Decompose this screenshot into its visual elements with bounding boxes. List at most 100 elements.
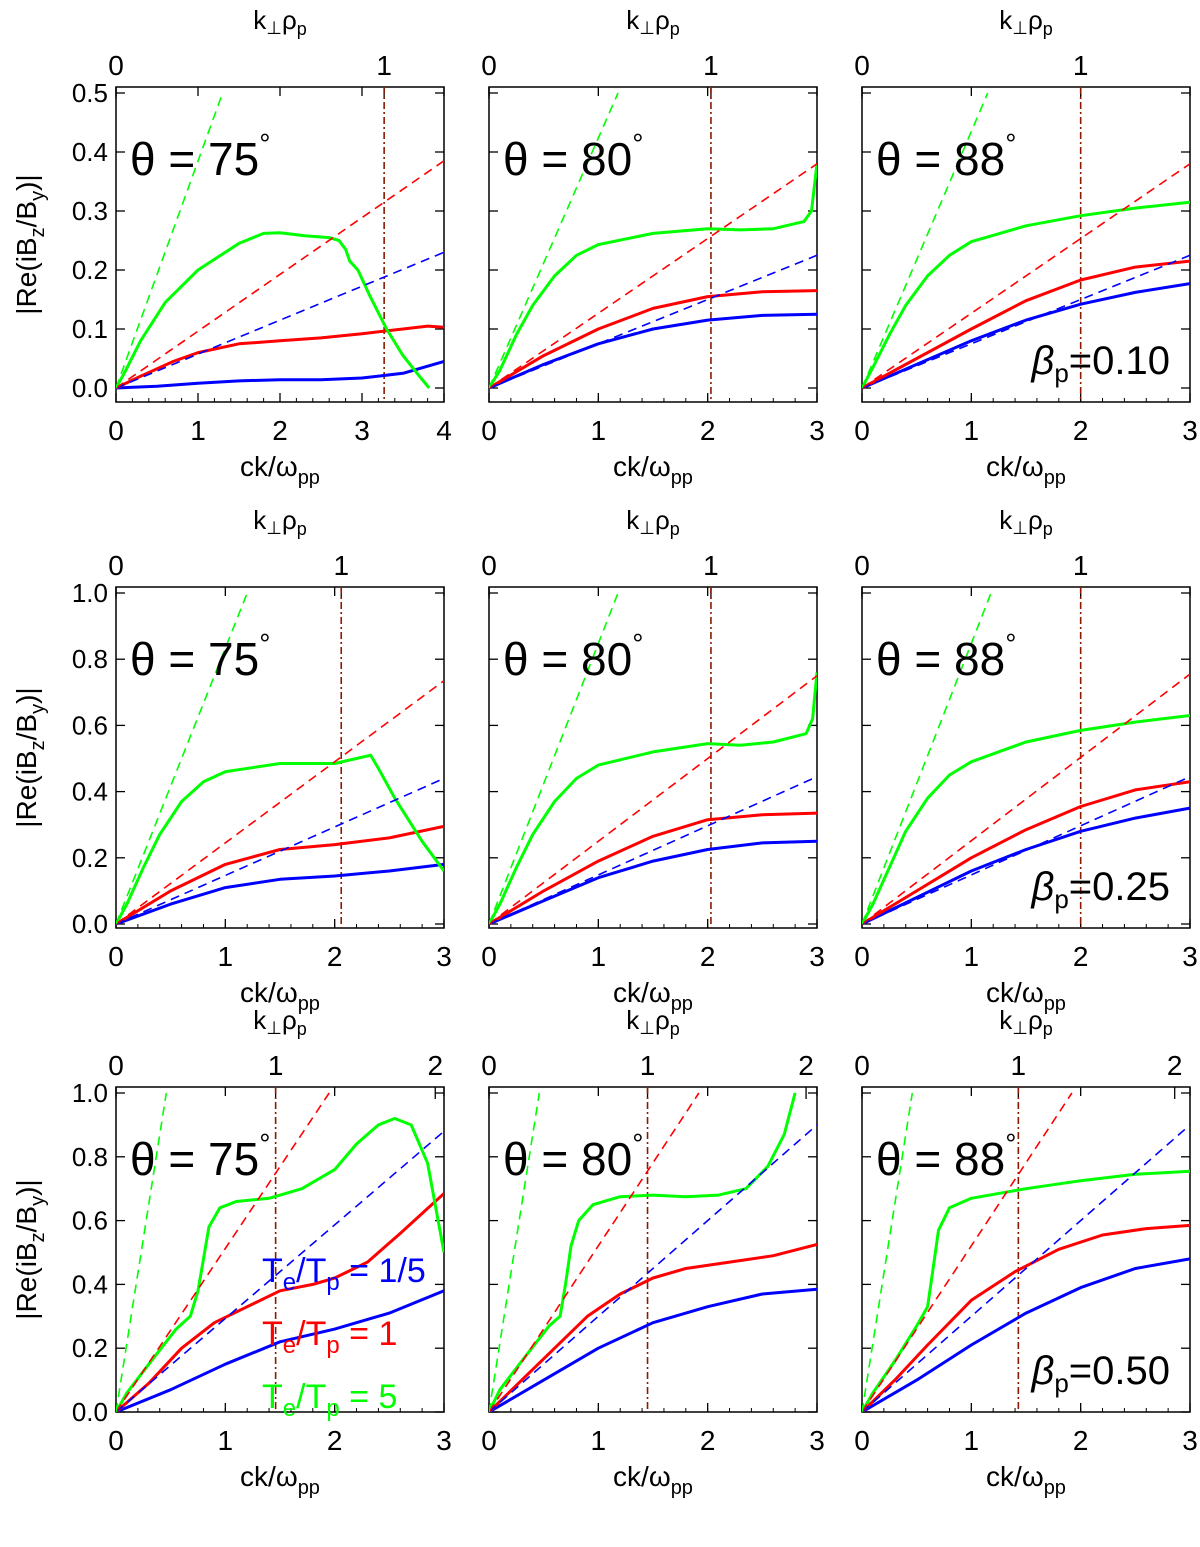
top-axis-title: k⊥ρp <box>999 5 1053 39</box>
curves <box>862 87 1190 402</box>
legend-entry: Te/Tp = 1 <box>262 1315 397 1359</box>
theta-label: θ = 88° <box>876 128 1016 185</box>
x-tick-label: 1 <box>591 415 607 446</box>
y-tick-label: 0.4 <box>72 137 108 167</box>
series-blue-solid <box>116 862 444 926</box>
panel-2-2: 0 1 2 3 0 1 2 k⊥ρp ck/ωpp θ = 88° βp=0.50 <box>854 1005 1198 1499</box>
x-tick-label: 1 <box>964 941 980 972</box>
y-axis-title: |Re(iBz/By)| <box>11 687 49 827</box>
x-tick-label: 1 <box>218 941 234 972</box>
y-tick-label: 1.0 <box>72 1078 108 1108</box>
theta-label: θ = 88° <box>876 1128 1016 1185</box>
series-blue-solid <box>862 1257 1190 1412</box>
top-tick-label: 2 <box>798 1050 814 1081</box>
legend-entry: Te/Tp = 5 <box>262 1378 397 1422</box>
top-tick-label: 0 <box>108 1050 124 1081</box>
series-green-dashed <box>116 1092 168 1412</box>
series-blue-solid <box>116 359 444 390</box>
y-axis-title: |Re(iBz/By)| <box>11 1179 49 1319</box>
series-red-solid <box>489 811 817 926</box>
y-tick-label: 0.1 <box>72 314 108 344</box>
top-axis-title: k⊥ρp <box>253 5 307 39</box>
series-green-dashed <box>116 92 224 389</box>
series-blue-solid <box>489 839 817 926</box>
panel-1-1: 0 1 2 3 0 1 k⊥ρp ck/ωpp θ = 80° <box>481 505 825 1015</box>
series-red-dashed <box>489 675 817 925</box>
series-blue-dashed <box>489 775 817 925</box>
x-tick-label: 2 <box>1073 941 1089 972</box>
series-red-dashed <box>116 680 444 925</box>
series-red-dashed <box>862 1092 1073 1412</box>
series-blue-dashed <box>862 1124 1190 1412</box>
panel-1-0: 0 1 2 30.00.20.40.60.81.00 1k⊥ρpck/ωpp|Re(iB… <box>11 505 452 1015</box>
series-blue-solid <box>116 1289 444 1412</box>
x-tick-label: 0 <box>108 941 124 972</box>
plot-frame <box>115 586 445 929</box>
curves <box>489 587 817 928</box>
x-axis-title: ck/ωpp <box>613 977 693 1015</box>
x-axis-title: ck/ωpp <box>986 1461 1066 1499</box>
panel-0-2: 0 1 2 3 0 1 k⊥ρp ck/ωpp θ = 88° βp=0.10 <box>854 5 1198 489</box>
theta-label: θ = 75° <box>130 628 270 685</box>
x-tick-label: 2 <box>700 941 716 972</box>
curves <box>116 587 444 928</box>
x-tick-label: 3 <box>436 1425 452 1456</box>
panel-1-2: 0 1 2 3 0 1 k⊥ρp ck/ωpp θ = 88° βp=0.25 <box>854 505 1198 1015</box>
top-axis-title: k⊥ρp <box>999 1005 1053 1039</box>
top-tick-label: 0 <box>108 550 124 581</box>
curves <box>116 1087 444 1412</box>
plot-frame <box>488 1086 818 1413</box>
top-tick-label: 1 <box>703 550 719 581</box>
top-tick-label: 1 <box>1073 50 1089 81</box>
curves <box>116 87 444 402</box>
x-tick-label: 3 <box>1182 1425 1198 1456</box>
top-tick-label: 0 <box>854 50 870 81</box>
beta-label: βp=0.10 <box>1030 339 1170 388</box>
x-tick-label: 4 <box>436 415 452 446</box>
x-tick-label: 2 <box>700 415 716 446</box>
y-tick-label: 0.2 <box>72 843 108 873</box>
top-axis-title: k⊥ρp <box>999 505 1053 539</box>
y-tick-label: 0.6 <box>72 1206 108 1236</box>
x-tick-label: 0 <box>854 415 870 446</box>
top-tick-label: 2 <box>1167 1050 1183 1081</box>
y-tick-label: 0.0 <box>72 373 108 403</box>
series-red-dashed <box>862 673 1190 925</box>
top-tick-label: 2 <box>427 1050 443 1081</box>
x-tick-label: 2 <box>1073 415 1089 446</box>
top-axis-title: k⊥ρp <box>253 1005 307 1039</box>
theta-label: θ = 80° <box>503 1128 643 1185</box>
top-tick-label: 1 <box>1011 1050 1027 1081</box>
x-axis-title: ck/ωpp <box>613 451 693 489</box>
x-tick-label: 2 <box>700 1425 716 1456</box>
x-tick-label: 2 <box>272 415 288 446</box>
x-tick-label: 3 <box>354 415 370 446</box>
series-green-dashed <box>862 1092 914 1412</box>
y-tick-label: 0.4 <box>72 1269 108 1299</box>
top-axis-title: k⊥ρp <box>626 5 680 39</box>
series-red-solid <box>862 259 1190 390</box>
plot-frame <box>488 586 818 929</box>
y-tick-label: 0.5 <box>72 78 108 108</box>
y-tick-label: 1.0 <box>72 578 108 608</box>
top-tick-label: 0 <box>108 50 124 81</box>
series-red-solid <box>116 1192 444 1412</box>
x-tick-label: 0 <box>854 941 870 972</box>
theta-label: θ = 75° <box>130 1128 270 1185</box>
series-blue-dashed <box>116 777 444 925</box>
panel-0-0: 0 1 2 3 40.00.10.20.30.40.50 1k⊥ρpck/ωpp|Re(i… <box>11 5 452 489</box>
series-red-dashed <box>116 160 444 389</box>
top-tick-label: 0 <box>854 550 870 581</box>
series-green-dashed <box>489 92 619 389</box>
x-tick-label: 3 <box>1182 941 1198 972</box>
curves <box>862 587 1190 928</box>
x-tick-label: 2 <box>327 1425 343 1456</box>
x-tick-label: 1 <box>964 1425 980 1456</box>
series-green-dashed <box>862 92 989 389</box>
panel-0-1: 0 1 2 3 0 1 k⊥ρp ck/ωpp θ = 80° <box>481 5 825 489</box>
series-green-solid <box>116 753 444 925</box>
theta-label: θ = 80° <box>503 128 643 185</box>
plot-frame <box>861 1086 1191 1413</box>
series-red-dashed <box>116 1092 330 1412</box>
